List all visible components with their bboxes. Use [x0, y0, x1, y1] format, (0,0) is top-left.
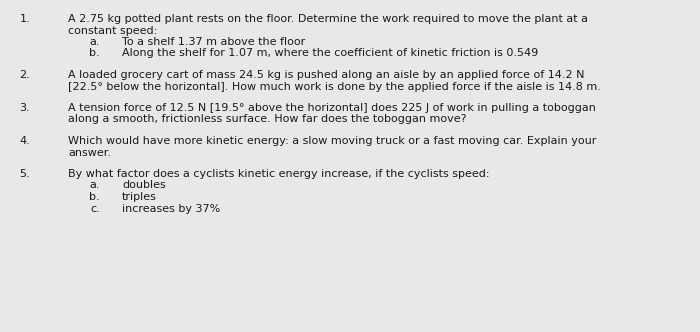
Text: 4.: 4. [20, 136, 30, 146]
Text: doubles: doubles [122, 181, 166, 191]
Text: increases by 37%: increases by 37% [122, 204, 220, 213]
Text: a.: a. [90, 37, 100, 47]
Text: constant speed:: constant speed: [68, 26, 158, 36]
Text: 3.: 3. [20, 103, 30, 113]
Text: b.: b. [90, 192, 100, 202]
Text: By what factor does a cyclists kinetic energy increase, if the cyclists speed:: By what factor does a cyclists kinetic e… [68, 169, 489, 179]
Text: 1.: 1. [20, 14, 30, 24]
Text: b.: b. [90, 48, 100, 58]
Text: A 2.75 kg potted plant rests on the floor. Determine the work required to move t: A 2.75 kg potted plant rests on the floo… [68, 14, 588, 24]
Text: A tension force of 12.5 N [19.5° above the horizontal] does 225 J of work in pul: A tension force of 12.5 N [19.5° above t… [68, 103, 596, 113]
Text: Which would have more kinetic energy: a slow moving truck or a fast moving car. : Which would have more kinetic energy: a … [68, 136, 596, 146]
Text: along a smooth, frictionless surface. How far does the toboggan move?: along a smooth, frictionless surface. Ho… [68, 115, 466, 124]
Text: answer.: answer. [68, 147, 111, 157]
Text: Along the shelf for 1.07 m, where the coefficient of kinetic friction is 0.549: Along the shelf for 1.07 m, where the co… [122, 48, 538, 58]
Text: c.: c. [90, 204, 100, 213]
Text: 5.: 5. [20, 169, 30, 179]
Text: To a shelf 1.37 m above the floor: To a shelf 1.37 m above the floor [122, 37, 305, 47]
Text: [22.5° below the horizontal]. How much work is done by the applied force if the : [22.5° below the horizontal]. How much w… [68, 81, 601, 92]
Text: 2.: 2. [20, 70, 30, 80]
Text: a.: a. [90, 181, 100, 191]
Text: triples: triples [122, 192, 157, 202]
Text: A loaded grocery cart of mass 24.5 kg is pushed along an aisle by an applied for: A loaded grocery cart of mass 24.5 kg is… [68, 70, 584, 80]
